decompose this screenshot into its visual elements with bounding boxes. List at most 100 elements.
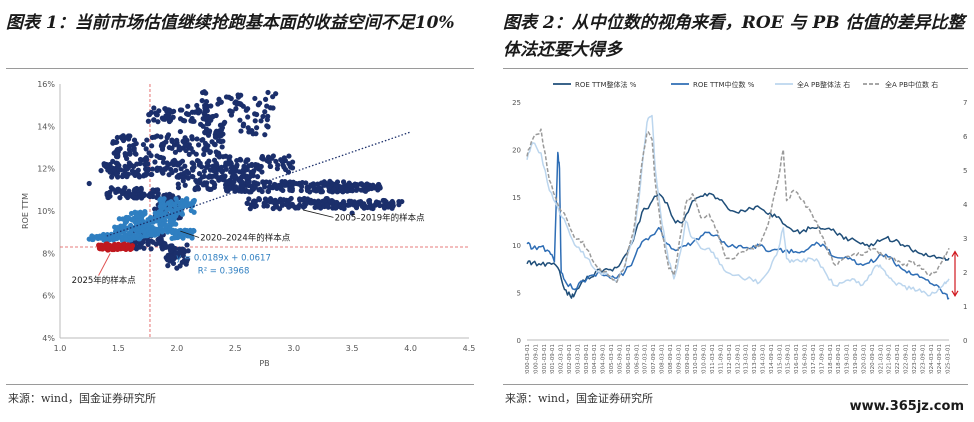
scatter-point (169, 145, 175, 151)
x-tick-label: 1.5 (112, 344, 125, 353)
scatter-point (140, 191, 146, 198)
scatter-point (149, 171, 155, 178)
scatter-point (125, 216, 131, 222)
scatter-point (157, 203, 163, 210)
x-tick-label: 2025-03-01 (946, 344, 952, 374)
scatter-point (125, 243, 131, 249)
scatter-point (349, 210, 355, 216)
scatter-point (204, 121, 211, 127)
right-source-note: 来源：wind，国金证券研究所 (505, 392, 654, 405)
scatter-point (172, 149, 179, 155)
x-tick-label: 2004-09-01 (601, 344, 607, 374)
right-y-tick-label: 7 (963, 99, 967, 107)
scatter-point (153, 111, 160, 118)
x-tick-label: 2012-03-01 (727, 344, 733, 374)
scatter-point (164, 207, 170, 213)
scatter-point (177, 147, 183, 153)
scatter-point (119, 190, 125, 196)
scatter-point (194, 186, 200, 192)
scatter-point (166, 161, 172, 168)
scatter-point (318, 180, 325, 186)
scatter-point (226, 157, 232, 163)
gap-arrow-head-top (951, 250, 959, 257)
scatter-point (260, 113, 266, 120)
scatter-point (201, 151, 207, 158)
scatter-point (172, 203, 178, 209)
scatter-point (245, 179, 251, 186)
x-tick-label: 2.5 (229, 344, 242, 353)
left-source-rule (6, 384, 474, 385)
scatter-point (200, 116, 207, 122)
x-tick-label: 2020-03-01 (861, 344, 867, 374)
scatter-point (152, 134, 158, 140)
scatter-point (143, 155, 149, 161)
scatter-point (142, 211, 148, 217)
scatter-point (249, 161, 255, 168)
scatter-point (124, 174, 130, 180)
scatter-point (216, 96, 222, 102)
scatter-point (203, 182, 209, 188)
scatter-point (194, 136, 200, 142)
x-tick-label: 2009-03-01 (676, 344, 682, 374)
scatter-point (200, 123, 206, 129)
scatter-point (218, 132, 224, 139)
right-y-tick-label: 4 (963, 201, 968, 209)
scatter-point (377, 183, 383, 190)
scatter-point (253, 161, 259, 168)
scatter-point (354, 203, 360, 209)
scatter-point (311, 187, 317, 193)
x-tick-label: 2017-09-01 (819, 344, 825, 374)
scatter-point (144, 137, 150, 143)
scatter-point (153, 241, 159, 247)
scatter-point (235, 94, 242, 100)
scatter-point (161, 203, 167, 209)
scatter-point (202, 105, 208, 111)
x-tick-label: 2021-09-01 (887, 344, 893, 374)
left-y-tick-label: 15 (512, 194, 521, 202)
line-series (526, 128, 950, 283)
scatter-point (162, 106, 168, 112)
scatter-point (86, 180, 92, 187)
scatter-point (353, 181, 359, 188)
scatter-point (175, 185, 182, 191)
scatter-point (215, 101, 221, 107)
scatter-point (194, 179, 200, 185)
x-tick-label: 2002-03-01 (559, 344, 565, 374)
scatter-point (222, 119, 228, 125)
scatter-point (296, 196, 303, 202)
trendline-equation: y = 0.0189x + 0.0617 (176, 254, 271, 264)
scatter-point (211, 157, 218, 163)
scatter-point (206, 128, 213, 134)
x-tick-label: 2011-09-01 (718, 344, 724, 374)
scatter-point (181, 170, 187, 176)
scatter-point (286, 153, 292, 159)
scatter-point (149, 166, 156, 172)
scatter-point (272, 182, 279, 188)
scatter-point (124, 166, 131, 172)
scatter-point (189, 118, 196, 124)
x-tick-label: 2007-03-01 (643, 344, 649, 374)
scatter-point (211, 180, 217, 186)
scatter-point (349, 188, 356, 194)
scatter-point (228, 112, 235, 118)
scatter-point (171, 235, 178, 241)
scatter-point (167, 107, 173, 113)
scatter-point (184, 242, 190, 248)
x-tick-label: 2006-03-01 (626, 344, 632, 374)
right-y-tick-label: 0 (963, 337, 967, 345)
scatter-point (175, 174, 181, 180)
right-title-rule (503, 68, 968, 69)
scatter-point (217, 122, 224, 128)
x-tick-label: 2014-03-01 (761, 344, 767, 374)
scatter-point (233, 184, 239, 190)
scatter-point (262, 132, 268, 138)
scatter-point (243, 159, 249, 165)
legend-label: ROE TTM整体法 % (575, 80, 637, 89)
x-tick-label: 2022-03-01 (895, 344, 901, 374)
scatter-point (129, 243, 136, 249)
x-tick-label: 2013-03-01 (744, 344, 750, 374)
scatter-point (118, 167, 124, 173)
scatter-point (146, 222, 152, 228)
left-chart-title: 图表 1：当前市场估值继续抢跑基本面的收益空间不足10% (6, 13, 455, 33)
scatter-point (178, 166, 184, 172)
